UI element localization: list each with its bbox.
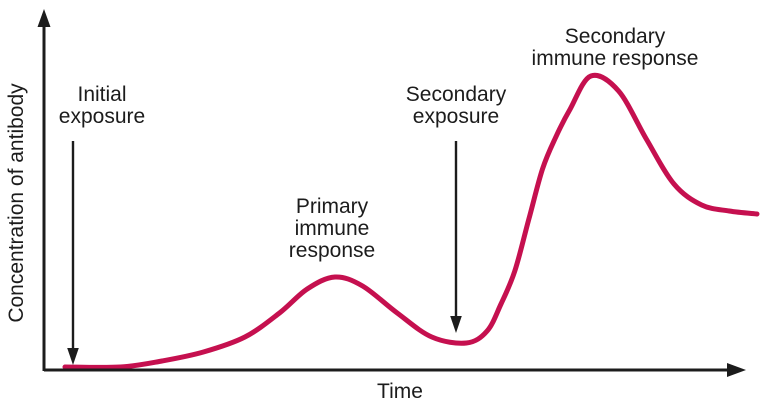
primary-response-line3: response	[288, 239, 376, 262]
secondary-response-line1: Secondary	[564, 25, 666, 48]
antibody-curve	[62, 72, 760, 370]
x-axis	[44, 363, 746, 377]
secondary-immune-response-label: Secondary immune response	[512, 26, 718, 70]
secondary-exposure-label: Secondary exposure	[394, 84, 518, 128]
primary-response-line2: immune	[294, 217, 370, 240]
initial-exposure-line2: exposure	[58, 105, 146, 128]
y-axis-label: Concentration of antibody	[5, 83, 28, 323]
initial-exposure-arrow-icon	[67, 141, 79, 365]
secondary-response-line2: immune response	[531, 47, 699, 70]
y-axis	[37, 9, 51, 371]
y-axis-arrow-icon	[37, 9, 51, 27]
initial-exposure-label: Initial exposure	[46, 84, 158, 128]
x-axis-arrow-icon	[727, 363, 746, 377]
initial-exposure-line1: Initial	[77, 83, 127, 106]
x-axis-label: Time	[377, 380, 423, 403]
secondary-exposure-line2: exposure	[412, 105, 500, 128]
primary-response-line1: Primary	[295, 195, 369, 218]
primary-immune-response-label: Primary immune response	[281, 196, 383, 262]
secondary-exposure-arrow-icon	[450, 141, 462, 333]
secondary-exposure-line1: Secondary	[405, 83, 507, 106]
